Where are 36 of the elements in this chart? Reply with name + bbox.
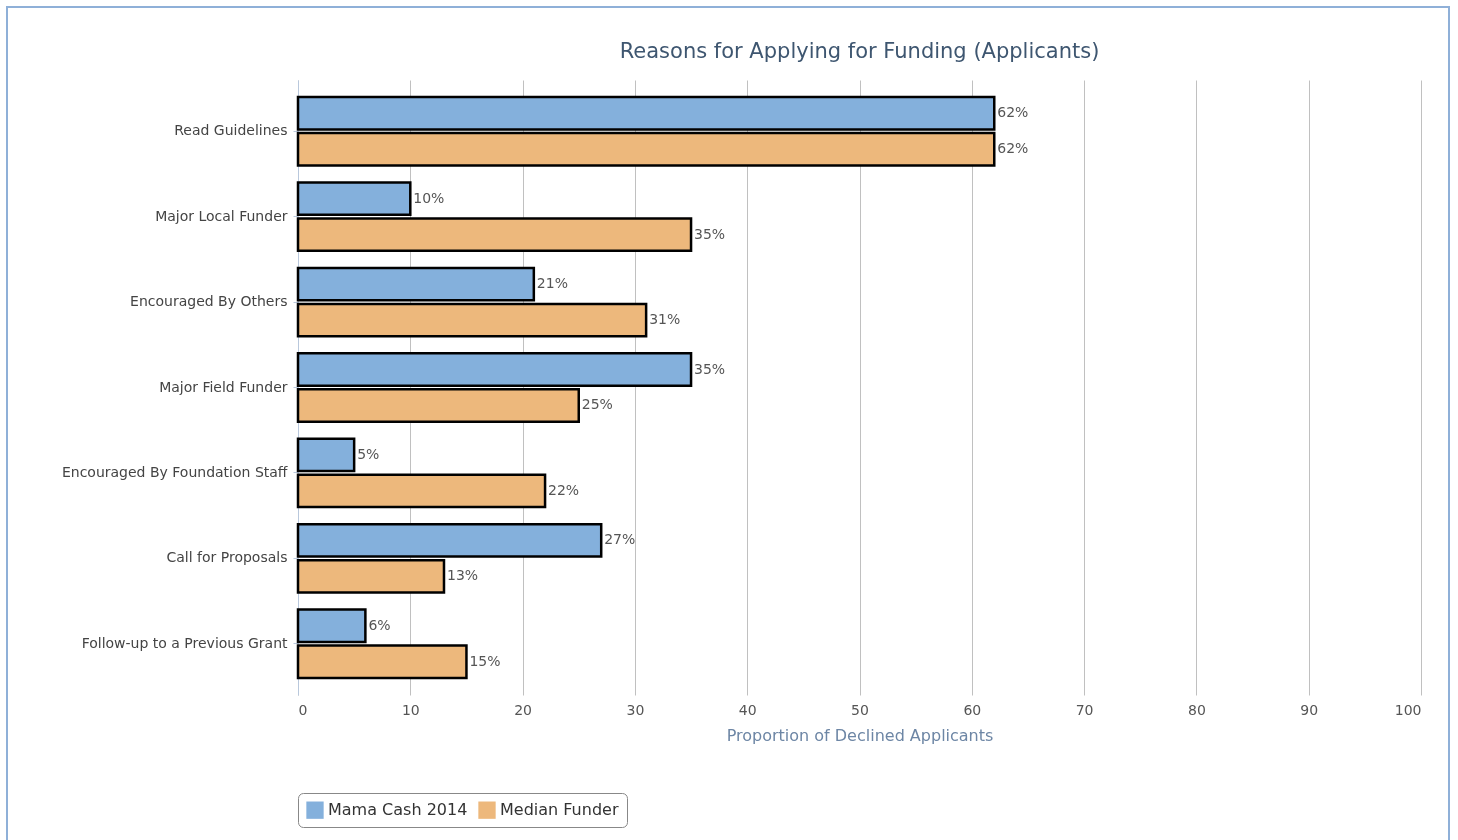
data-label: 35% — [694, 360, 726, 377]
x-tick-label: 70 — [1075, 701, 1094, 718]
legend-label: Mama Cash 2014 — [328, 800, 468, 820]
y-tick-label: Call for Proposals — [166, 549, 288, 566]
data-label: 25% — [581, 396, 613, 413]
x-tick-label: 90 — [1300, 701, 1319, 718]
data-label: 6% — [368, 616, 391, 633]
x-tick-label: 50 — [851, 701, 869, 718]
data-label: 22% — [548, 481, 580, 498]
x-tick-label: 100 — [1394, 701, 1422, 718]
legend-label: Median Funder — [500, 800, 619, 820]
data-label: 10% — [413, 189, 445, 206]
x-tick-label: 60 — [963, 701, 982, 718]
y-tick-label: Follow-up to a Previous Grant — [81, 634, 289, 651]
y-tick-label: Read Guidelines — [174, 122, 288, 139]
chart-title: Reasons for Applying for Funding (Applicants) — [619, 39, 1100, 63]
x-tick-label: 0 — [298, 701, 308, 718]
data-label: 31% — [649, 311, 681, 328]
x-tick-label: 30 — [626, 701, 645, 718]
x-tick-label: 40 — [738, 701, 757, 718]
data-label: 27% — [604, 531, 636, 548]
x-tick-label: 20 — [514, 701, 533, 718]
data-label: 15% — [469, 652, 501, 669]
data-label: 62% — [997, 104, 1029, 121]
y-tick-label: Encouraged By Foundation Staff — [61, 463, 288, 480]
x-axis-title: Proportion of Declined Applicants — [726, 725, 994, 745]
data-label: 62% — [997, 140, 1029, 157]
x-tick-label: 10 — [401, 701, 420, 718]
y-tick-label: Major Field Funder — [159, 378, 288, 395]
data-label: 5% — [357, 445, 380, 462]
x-tick-label: 80 — [1187, 701, 1206, 718]
y-tick-label: Major Local Funder — [155, 207, 288, 224]
y-tick-label: Encouraged By Others — [130, 293, 288, 310]
data-label: 35% — [694, 225, 726, 242]
data-label: 13% — [446, 567, 479, 584]
data-label: 21% — [536, 275, 568, 292]
